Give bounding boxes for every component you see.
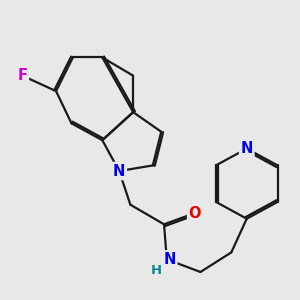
Text: F: F bbox=[17, 68, 27, 83]
Text: O: O bbox=[189, 206, 201, 220]
Text: N: N bbox=[113, 164, 125, 178]
Text: H: H bbox=[151, 263, 162, 277]
Text: N: N bbox=[241, 141, 253, 156]
Text: N: N bbox=[164, 252, 176, 267]
